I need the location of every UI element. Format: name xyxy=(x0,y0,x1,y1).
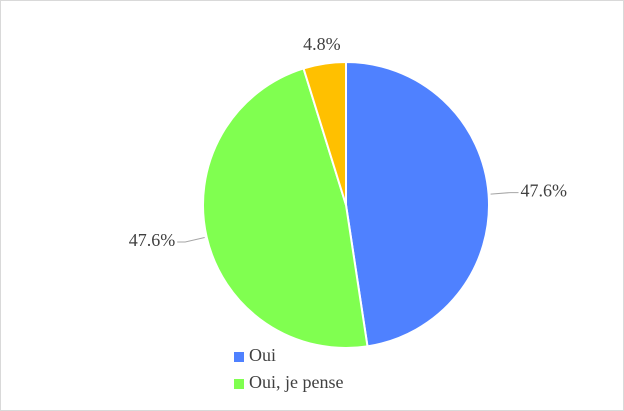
data-label: 47.6% xyxy=(521,181,568,201)
data-label: 4.8% xyxy=(303,34,341,54)
pie-slice xyxy=(302,60,347,206)
data-label: 47.6% xyxy=(129,230,176,250)
legend-swatch xyxy=(234,379,244,389)
legend-label: Oui xyxy=(249,345,276,365)
leader-line xyxy=(177,237,205,243)
legend-swatch xyxy=(234,352,244,362)
pie-slice xyxy=(345,60,490,348)
pie-slice xyxy=(202,67,369,349)
leader-line xyxy=(490,192,519,195)
legend-label: Oui, je pense xyxy=(249,372,343,392)
